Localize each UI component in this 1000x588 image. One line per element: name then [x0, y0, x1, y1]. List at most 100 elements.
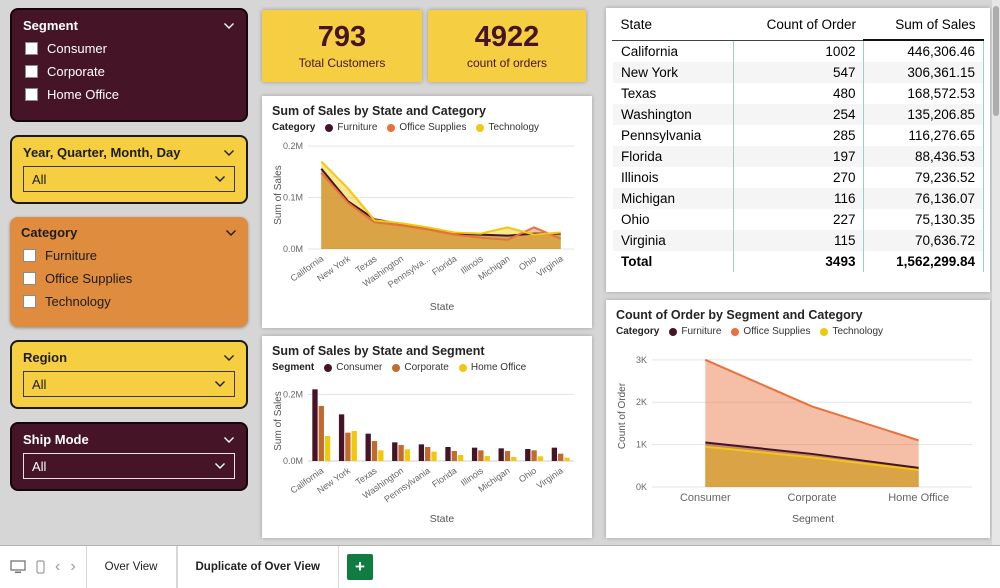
table-row[interactable]: Ohio 227 75,130.35 [612, 209, 984, 230]
checkbox-icon[interactable] [25, 65, 38, 78]
option-label: Office Supplies [45, 271, 133, 286]
previous-page-arrow[interactable]: ‹ [55, 558, 61, 575]
svg-text:Home Office: Home Office [888, 492, 949, 504]
checkbox-icon[interactable] [25, 88, 38, 101]
legend-dot-icon [324, 363, 333, 372]
table-row[interactable]: Florida 197 88,436.53 [612, 146, 984, 167]
page-tab-bar: ‹ › Over View Duplicate of Over View + [0, 545, 1000, 588]
checkbox-icon[interactable] [23, 249, 36, 262]
slicer-segment: Segment Consumer Corporate Home Office [10, 8, 248, 122]
checkbox-icon[interactable] [23, 295, 36, 308]
option-label: Consumer [47, 41, 107, 56]
chevron-down-icon [224, 354, 234, 361]
legend-item[interactable]: Corporate [392, 362, 449, 373]
table-row[interactable]: Washington 254 135,206.85 [612, 104, 984, 125]
slicer-header[interactable]: Year, Quarter, Month, Day [23, 145, 235, 160]
legend-item[interactable]: Home Office [458, 362, 526, 373]
checkbox-icon[interactable] [23, 272, 36, 285]
state-table[interactable]: State Count of Order Sum of Sales Californ… [612, 12, 984, 272]
sidebar: Segment Consumer Corporate Home Office Year,… [10, 8, 248, 491]
table-cell: Pennsylvania [612, 125, 734, 146]
card-total-customers[interactable]: 793 Total Customers [262, 10, 422, 82]
state-table-panel: State Count of Order Sum of Sales Californ… [606, 8, 990, 292]
add-page-button[interactable]: + [346, 554, 373, 580]
vertical-scrollbar[interactable] [992, 0, 1000, 545]
slicer-header[interactable]: Region [23, 350, 235, 365]
table-cell: 70,636.72 [863, 230, 984, 251]
slicer-dropdown[interactable]: All [23, 166, 235, 192]
svg-text:0.1M: 0.1M [283, 193, 303, 203]
legend-item[interactable]: Technology [820, 326, 883, 337]
chart-canvas[interactable]: 0K 1K 2K 3K Count of Order Consumer Corporate H… [616, 339, 980, 507]
legend-dot-icon [820, 327, 829, 336]
dropdown-value: All [32, 458, 47, 474]
total-customers-value: 793 [317, 21, 367, 54]
option-label: Home Office [47, 87, 120, 102]
table-row[interactable]: Virginia 115 70,636.72 [612, 230, 984, 251]
table-total-row[interactable]: Total 3493 1,562,299.84 [612, 251, 984, 272]
table-cell: 168,572.53 [863, 83, 984, 104]
table-cell: 480 [733, 83, 865, 104]
table-cell: 75,130.35 [863, 209, 984, 230]
legend-item[interactable]: Furniture [325, 122, 377, 133]
svg-text:Virginia: Virginia [535, 253, 565, 278]
slicer-header[interactable]: Segment [23, 18, 235, 33]
column-header[interactable]: Sum of Sales [863, 12, 984, 41]
slicer-option-office-supplies[interactable]: Office Supplies [23, 271, 237, 286]
slicer-option-furniture[interactable]: Furniture [23, 248, 237, 263]
table-row[interactable]: New York 547 306,361.15 [612, 62, 984, 83]
chart-sales-by-state-segment: Sum of Sales by State and Segment Segmen… [262, 336, 592, 538]
chevron-down-icon [226, 229, 236, 236]
table-row[interactable]: Illinois 270 79,236.52 [612, 167, 984, 188]
table-cell: 547 [733, 62, 865, 83]
option-label: Furniture [45, 248, 98, 263]
table-cell: 115 [733, 230, 865, 251]
option-label: Corporate [47, 64, 105, 79]
column-header[interactable]: Count of Order [733, 12, 864, 41]
mobile-view-icon[interactable] [36, 560, 45, 574]
table-row[interactable]: California 1002 446,306.46 [612, 40, 984, 62]
next-page-arrow[interactable]: › [70, 558, 76, 575]
table-cell: 1,562,299.84 [863, 251, 984, 272]
chevron-down-icon [224, 436, 234, 443]
slicer-header[interactable]: Category [21, 225, 237, 240]
legend-dot-icon [458, 363, 467, 372]
legend-item[interactable]: Consumer [324, 362, 382, 373]
legend-item[interactable]: Furniture [669, 326, 721, 337]
slicer-dropdown[interactable]: All [23, 371, 235, 397]
table-cell: New York [612, 62, 734, 83]
legend-item[interactable]: Technology [476, 122, 539, 133]
slicer-title: Category [21, 225, 78, 240]
scrollbar-thumb[interactable] [993, 6, 999, 116]
chart-orders-by-segment-category: Count of Order by Segment and Category C… [606, 300, 990, 538]
table-header-row[interactable]: State Count of Order Sum of Sales [612, 12, 984, 41]
slicer-option-corporate[interactable]: Corporate [25, 64, 235, 79]
svg-text:Virginia: Virginia [535, 465, 565, 490]
table-row[interactable]: Texas 480 168,572.53 [612, 83, 984, 104]
desktop-view-icon[interactable] [10, 560, 26, 574]
svg-text:Consumer: Consumer [680, 492, 731, 504]
chevron-down-icon [224, 22, 234, 29]
tab-strip: Over View Duplicate of Over View [85, 546, 339, 588]
card-order-count[interactable]: 4922 count of orders [428, 10, 586, 82]
slicer-dropdown[interactable]: All [23, 453, 235, 479]
table-cell: 76,136.07 [863, 188, 984, 209]
slicer-option-home-office[interactable]: Home Office [25, 87, 235, 102]
legend-item[interactable]: Office Supplies [731, 326, 810, 337]
table-cell: 285 [733, 125, 865, 146]
table-row[interactable]: Pennsylvania 285 116,276.65 [612, 125, 984, 146]
tab-duplicate-of-over-view[interactable]: Duplicate of Over View [176, 546, 339, 588]
x-axis-title: State [429, 301, 455, 313]
table-cell: 3493 [733, 251, 865, 272]
slicer-option-technology[interactable]: Technology [23, 294, 237, 309]
legend-item[interactable]: Office Supplies [387, 122, 466, 133]
slicer-option-consumer[interactable]: Consumer [25, 41, 235, 56]
checkbox-icon[interactable] [25, 42, 38, 55]
table-row[interactable]: Michigan 116 76,136.07 [612, 188, 984, 209]
slicer-header[interactable]: Ship Mode [23, 432, 235, 447]
legend-title: Category [616, 326, 660, 337]
tab-over-view[interactable]: Over View [85, 546, 177, 588]
column-header[interactable]: State [612, 12, 734, 41]
